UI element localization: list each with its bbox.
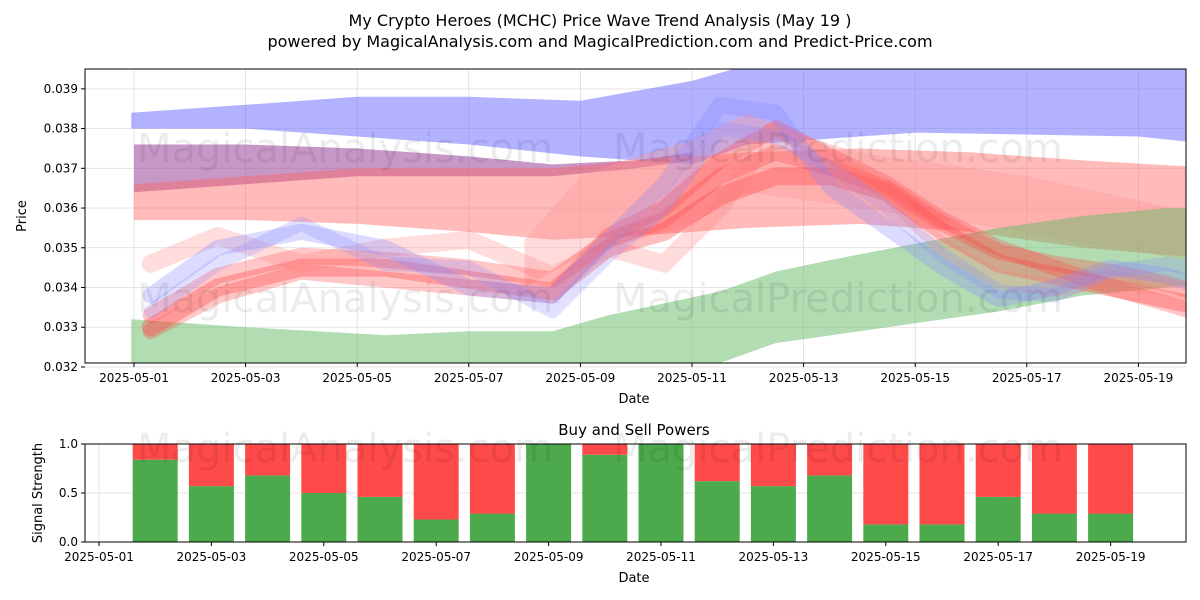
signal-x-axis-label: Date <box>618 571 649 586</box>
price-y-tick-label: 0.034 <box>44 281 78 295</box>
buy-bar <box>357 496 403 542</box>
buy-bar <box>750 486 796 542</box>
price-x-axis-label: Date <box>618 392 649 407</box>
sell-bar <box>694 444 740 482</box>
buy-bar <box>919 524 965 542</box>
sell-bar <box>301 444 347 493</box>
price-x-tick-label: 2025-05-11 <box>657 371 727 385</box>
signal-x-tick-label: 2025-05-15 <box>851 550 921 564</box>
price-y-tick-label: 0.036 <box>44 201 78 215</box>
sell-bar <box>469 444 515 514</box>
price-wave-3 <box>141 119 1186 301</box>
signal-x-tick-label: 2025-05-13 <box>739 550 809 564</box>
signal-x-tick-label: 2025-05-09 <box>514 550 584 564</box>
price-wave-1 <box>142 144 1186 324</box>
price-y-axis-label: Price <box>15 200 30 232</box>
price-x-tick-label: 2025-05-09 <box>546 371 616 385</box>
price-x-tick-label: 2025-05-17 <box>992 371 1062 385</box>
buy-bar <box>245 475 291 542</box>
price-wave-2 <box>142 120 1186 340</box>
price-x-tick-label: 2025-05-15 <box>880 371 950 385</box>
buy-bar <box>582 454 628 542</box>
price-panel: MagicalAnalysis.com MagicalPrediction.co… <box>15 68 1187 407</box>
price-y-tick-label: 0.037 <box>44 161 78 175</box>
signal-y-tick-label: 0.5 <box>59 486 78 500</box>
buy-bar <box>694 481 740 542</box>
buy-bar <box>188 486 234 542</box>
watermark-bottom-right: MagicalPrediction.com <box>613 426 1063 472</box>
signal-ticks: 2025-05-01 2025-05-03 2025-05-05 2025-05-07… <box>59 437 1146 564</box>
sell-bar <box>1088 444 1134 514</box>
signal-y-axis-label: Signal Strength <box>31 443 46 543</box>
buy-bar <box>807 475 853 542</box>
trend-band-1 <box>134 144 692 193</box>
buy-bar <box>413 519 459 542</box>
sell-bar <box>188 444 234 487</box>
trend-band-3 <box>524 112 1186 288</box>
watermark-mid-right: MagicalPrediction.com <box>613 276 1063 322</box>
price-ticks: 2025-05-01 2025-05-03 2025-05-05 2025-05-07… <box>44 82 1174 385</box>
price-y-tick-label: 0.038 <box>44 122 78 136</box>
watermark-top-left: MagicalAnalysis.com <box>137 126 553 172</box>
price-x-tick-label: 2025-05-13 <box>769 371 839 385</box>
watermark-bottom-left: MagicalAnalysis.com <box>137 426 553 472</box>
price-y-tick-label: 0.039 <box>44 82 78 96</box>
buy-bar <box>638 444 684 542</box>
buy-bar <box>975 496 1021 542</box>
sell-bar <box>750 444 796 487</box>
price-x-tick-label: 2025-05-19 <box>1104 371 1174 385</box>
buy-sell-title: Buy and Sell Powers <box>558 421 710 439</box>
price-bands <box>131 69 1186 363</box>
sell-bar <box>807 444 853 476</box>
price-y-tick-label: 0.033 <box>44 320 78 334</box>
signal-bars <box>132 444 1134 542</box>
trend-band-0 <box>131 69 1186 165</box>
price-wave-4 <box>142 96 1186 308</box>
buy-sell-panel: Buy and Sell Powers MagicalAnalysis.com … <box>31 421 1187 586</box>
sell-bar <box>357 444 403 497</box>
signal-y-tick-label: 0.0 <box>59 535 78 549</box>
price-axes-frame <box>84 68 1187 364</box>
price-waves <box>141 96 1186 340</box>
sell-bar <box>863 444 909 525</box>
chart-title: My Crypto Heroes (MCHC) Price Wave Trend… <box>349 11 852 30</box>
buy-bar <box>132 459 178 542</box>
sell-bar <box>975 444 1021 497</box>
signal-x-tick-label: 2025-05-01 <box>64 550 134 564</box>
signal-x-tick-label: 2025-05-03 <box>177 550 247 564</box>
price-y-tick-label: 0.032 <box>44 360 78 374</box>
price-wave-5 <box>143 121 1186 319</box>
price-y-tick-label: 0.035 <box>44 241 78 255</box>
signal-y-tick-label: 1.0 <box>59 437 78 451</box>
sell-bar <box>245 444 291 476</box>
price-wave-0 <box>141 167 1186 337</box>
buy-bar <box>469 513 515 542</box>
watermark-top-right: MagicalPrediction.com <box>613 126 1063 172</box>
watermark-mid-left: MagicalAnalysis.com <box>137 276 553 322</box>
price-x-tick-label: 2025-05-05 <box>322 371 392 385</box>
signal-x-tick-label: 2025-05-07 <box>401 550 471 564</box>
trend-band-2 <box>134 148 1186 257</box>
buy-bar <box>1088 513 1134 542</box>
signal-x-tick-label: 2025-05-19 <box>1076 550 1146 564</box>
buy-bar <box>301 493 347 542</box>
sell-bar <box>1031 444 1077 514</box>
price-x-tick-label: 2025-05-03 <box>211 371 281 385</box>
sell-bar <box>413 444 459 520</box>
price-x-tick-label: 2025-05-01 <box>99 371 169 385</box>
buy-bar <box>863 524 909 542</box>
sell-bar <box>132 444 178 460</box>
sell-bar <box>582 444 628 455</box>
buy-bar <box>1031 513 1077 542</box>
signal-x-tick-label: 2025-05-11 <box>626 550 696 564</box>
buy-bar <box>526 444 572 542</box>
signal-x-tick-label: 2025-05-05 <box>289 550 359 564</box>
sell-bar <box>919 444 965 525</box>
signal-x-tick-label: 2025-05-17 <box>963 550 1033 564</box>
price-x-tick-label: 2025-05-07 <box>434 371 504 385</box>
trend-band-4 <box>131 208 1186 363</box>
chart-subtitle: powered by MagicalAnalysis.com and Magic… <box>267 32 932 51</box>
